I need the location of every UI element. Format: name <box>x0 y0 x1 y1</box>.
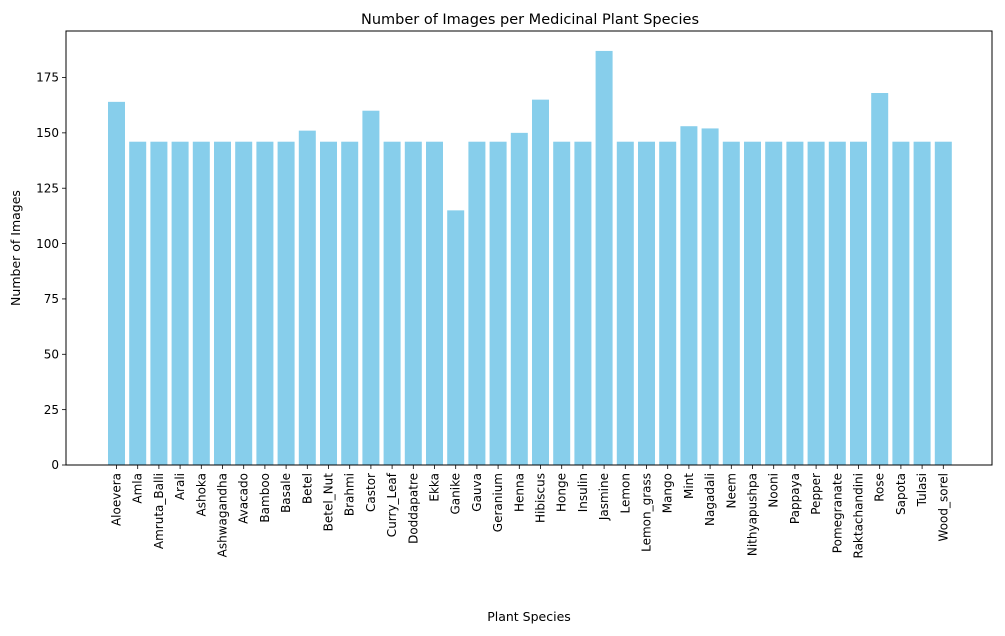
y-tick-label: 25 <box>44 403 59 417</box>
bar <box>680 126 698 466</box>
x-tick-label: Ashoka <box>194 473 208 517</box>
x-tick-label: Doddapatre <box>406 473 420 544</box>
bar <box>383 141 401 465</box>
y-tick-label: 100 <box>36 237 59 251</box>
bar <box>277 141 295 465</box>
x-tick-label: Betel <box>300 473 314 504</box>
x-tick-label: Avacado <box>237 473 251 524</box>
x-tick-label: Sapota <box>894 473 908 515</box>
x-tick-label: Wood_sorel <box>936 473 950 541</box>
x-tick-label: Amla <box>131 473 145 504</box>
x-tick-label: Basale <box>279 473 293 513</box>
y-tick-label: 125 <box>36 181 59 195</box>
x-tick-label: Pomegranate <box>830 473 844 553</box>
x-tick-label: Curry_Leaf <box>385 472 399 537</box>
bar <box>765 141 783 465</box>
x-tick-label: Hibiscus <box>534 473 548 523</box>
bar <box>489 141 507 465</box>
x-tick-label: Castor <box>364 473 378 512</box>
x-tick-label: Mint <box>682 473 696 499</box>
x-tick-label: Arali <box>173 473 187 500</box>
bar <box>341 141 359 465</box>
bar <box>256 141 274 465</box>
y-axis-label: Number of Images <box>8 190 23 306</box>
bar <box>659 141 677 465</box>
x-axis: Aloevera Amla Amruta_Balli Arali Ashoka Ashwa… <box>110 465 950 559</box>
x-tick-label: Geranium <box>491 473 505 532</box>
x-tick-label: Nagadali <box>703 473 717 526</box>
bar <box>404 141 422 465</box>
x-tick-label: Bamboo <box>258 473 272 523</box>
bar <box>913 141 931 465</box>
x-tick-label: Lemon_grass <box>640 473 654 552</box>
x-tick-label: Henna <box>512 473 526 512</box>
bar <box>892 141 910 465</box>
x-tick-label: Neem <box>724 473 738 508</box>
bar <box>108 101 125 466</box>
x-tick-label: Brahmi <box>343 473 357 516</box>
x-tick-label: Pepper <box>809 473 823 515</box>
x-tick-label: Gauva <box>470 473 484 512</box>
bar <box>298 130 316 465</box>
x-tick-label: Nithyapushpa <box>746 473 760 556</box>
bar <box>362 110 380 466</box>
bar <box>192 141 210 465</box>
x-tick-label: Nooni <box>767 473 781 508</box>
bar <box>447 210 465 465</box>
x-tick-label: Insulin <box>576 473 590 512</box>
x-tick-label: Ashwagandha <box>216 473 230 557</box>
x-tick-label: Ekka <box>428 473 442 502</box>
bar <box>807 141 825 465</box>
bar <box>532 99 549 465</box>
x-tick-label: Jasmine <box>597 473 611 521</box>
bar <box>934 141 952 465</box>
x-tick-label: Rose <box>873 473 887 502</box>
x-tick-label: Honge <box>555 473 569 512</box>
x-tick-label: Lemon <box>618 473 632 514</box>
bar <box>553 141 571 465</box>
plot-frame <box>65 30 993 466</box>
bar <box>722 141 740 465</box>
x-tick-label: Ganike <box>449 473 463 515</box>
bar <box>129 141 147 465</box>
x-tick-label: Raktachandini <box>852 473 866 559</box>
bar <box>235 141 253 465</box>
bar <box>828 141 846 465</box>
bar <box>426 141 443 465</box>
bar <box>510 132 528 466</box>
x-axis-label: Plant Species <box>487 609 571 624</box>
bar <box>320 141 337 465</box>
bar <box>744 141 761 465</box>
bar <box>616 141 634 465</box>
bar <box>468 141 486 465</box>
bar <box>595 50 613 466</box>
bar <box>150 141 168 465</box>
x-tick-label: Tulasi <box>915 473 929 507</box>
y-tick-label: 175 <box>36 71 59 85</box>
bar <box>786 141 804 465</box>
x-tick-label: Amruta_Balli <box>152 473 166 549</box>
bar <box>871 93 889 465</box>
x-tick-label: Betel_Nut <box>322 473 336 532</box>
y-tick-label: 50 <box>44 347 59 361</box>
bar <box>574 141 592 465</box>
bar <box>850 141 867 465</box>
bar <box>701 128 719 465</box>
chart-title: Number of Images per Medicinal Plant Spe… <box>361 12 699 28</box>
y-tick-label: 0 <box>51 458 59 472</box>
bar <box>214 141 231 465</box>
bar <box>171 141 189 465</box>
y-tick-label: 150 <box>36 126 59 140</box>
bar <box>638 141 655 465</box>
bars-group <box>108 50 952 466</box>
x-tick-label: Mango <box>661 473 675 513</box>
x-tick-label: Aloevera <box>110 473 124 526</box>
y-tick-label: 75 <box>44 292 59 306</box>
y-axis: 0 25 50 75 100 125 150 175 <box>36 71 66 472</box>
x-tick-label: Pappaya <box>788 473 802 524</box>
